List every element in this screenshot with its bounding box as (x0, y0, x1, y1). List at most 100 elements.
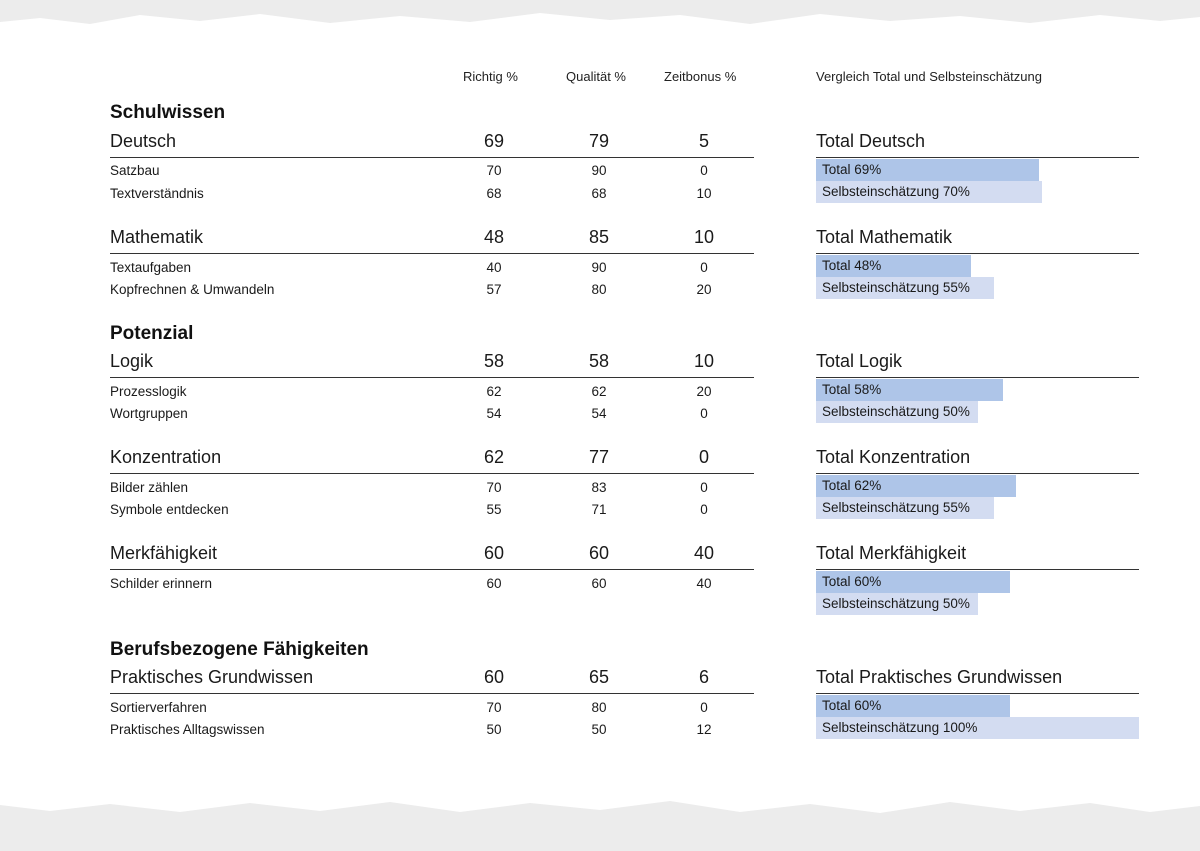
sub-row-textverstaendnis: Textverständnis 68 68 10 (0, 183, 1200, 205)
total-bar-logik: Total 58% (816, 379, 1003, 401)
group-name: Deutsch (110, 131, 177, 151)
sub-row-symbole-entdecken: Symbole entdecken 55 71 0 (0, 499, 1200, 521)
richtig-value: 55 (486, 502, 502, 517)
zeitbonus-value: 10 (696, 186, 712, 201)
section-title-berufsbezogene-faehigkeiten: Berufsbezogene Fähigkeiten (110, 639, 369, 660)
compare-title: Total Mathematik (816, 227, 953, 247)
zeitbonus-value: 0 (700, 163, 708, 178)
richtig-value: 57 (486, 282, 502, 297)
divider (816, 253, 1139, 254)
sub-name: Prozesslogik (110, 384, 187, 399)
sub-row-kopfrechnen: Kopfrechnen & Umwandeln 57 80 20 (0, 279, 1200, 301)
richtig-value: 70 (486, 700, 502, 715)
sub-row-bilder-zaehlen: Bilder zählen 70 83 0 (0, 477, 1200, 499)
sub-name: Bilder zählen (110, 480, 189, 495)
self-bar-mathematik: Selbsteinschätzung 55% (816, 277, 994, 299)
header-richtig: Richtig % (463, 69, 518, 84)
total-bar-merkfaehigkeit: Total 60% (816, 571, 1010, 593)
sub-name: Symbole entdecken (110, 502, 229, 517)
sub-name: Textverständnis (110, 186, 204, 201)
sub-row-schilder-erinnern: Schilder erinnern 60 60 40 (0, 573, 1200, 595)
sub-row-prozesslogik: Prozesslogik 62 62 20 (0, 381, 1200, 403)
qualitaet-value: 80 (591, 282, 607, 297)
richtig-value: 68 (486, 186, 502, 201)
sub-name: Satzbau (110, 163, 160, 178)
compare-title: Total Konzentration (816, 447, 971, 467)
self-bar-merkfaehigkeit: Selbsteinschätzung 50% (816, 593, 978, 615)
zeitbonus-value: 0 (700, 406, 708, 421)
group-row-konzentration: Konzentration 62 77 0 Total Konzentratio… (0, 444, 1200, 474)
qualitaet-value: 68 (591, 186, 607, 201)
divider (110, 377, 754, 378)
sub-row-satzbau: Satzbau 70 90 0 (0, 160, 1200, 182)
total-bar-praktisches-grundwissen: Total 60% (816, 695, 1010, 717)
compare-title: Total Deutsch (816, 131, 926, 151)
zeitbonus-value: 0 (700, 700, 708, 715)
zeitbonus-value: 20 (696, 384, 712, 399)
zeitbonus-value: 10 (693, 351, 715, 371)
divider (110, 569, 754, 570)
richtig-value: 48 (483, 227, 505, 247)
section-title-potenzial: Potenzial (110, 323, 194, 344)
qualitaet-value: 60 (591, 576, 607, 591)
richtig-value: 70 (486, 163, 502, 178)
richtig-value: 40 (486, 260, 502, 275)
qualitaet-value: 65 (588, 667, 610, 687)
sub-name: Schilder erinnern (110, 576, 213, 591)
sub-name: Kopfrechnen & Umwandeln (110, 282, 275, 297)
richtig-value: 50 (486, 722, 502, 737)
zeitbonus-value: 40 (693, 543, 715, 563)
zeitbonus-value: 0 (698, 447, 709, 467)
zeitbonus-value: 0 (700, 480, 708, 495)
zeitbonus-value: 0 (700, 260, 708, 275)
self-bar-konzentration: Selbsteinschätzung 55% (816, 497, 994, 519)
header-zeitbonus: Zeitbonus % (664, 69, 737, 84)
richtig-value: 60 (483, 543, 505, 563)
compare-title: Total Logik (816, 351, 903, 371)
header-vergleich: Vergleich Total und Selbsteinschätzung (816, 69, 1042, 84)
divider (110, 157, 754, 158)
group-row-praktisches-grundwissen: Praktisches Grundwissen 60 65 6 Total Pr… (0, 664, 1200, 694)
divider (110, 253, 754, 254)
qualitaet-value: 54 (591, 406, 607, 421)
sub-name: Textaufgaben (110, 260, 192, 275)
qualitaet-value: 71 (591, 502, 607, 517)
zeitbonus-value: 10 (693, 227, 715, 247)
richtig-value: 60 (486, 576, 502, 591)
group-row-merkfaehigkeit: Merkfähigkeit 60 60 40 Total Merkfähigke… (0, 540, 1200, 570)
qualitaet-value: 60 (588, 543, 610, 563)
sub-name: Wortgruppen (110, 406, 188, 421)
sub-name: Praktisches Alltagswissen (110, 722, 265, 737)
richtig-value: 62 (483, 447, 505, 467)
qualitaet-value: 80 (591, 700, 607, 715)
qualitaet-value: 90 (591, 260, 607, 275)
richtig-value: 58 (483, 351, 505, 371)
divider (816, 473, 1139, 474)
qualitaet-value: 62 (591, 384, 607, 399)
total-bar-mathematik: Total 48% (816, 255, 971, 277)
sub-row-sortierverfahren: Sortierverfahren 70 80 0 (0, 697, 1200, 719)
zeitbonus-value: 20 (696, 282, 712, 297)
zeitbonus-value: 40 (696, 576, 712, 591)
divider (816, 377, 1139, 378)
qualitaet-value: 58 (588, 351, 610, 371)
group-name: Konzentration (110, 447, 222, 467)
zeitbonus-value: 0 (700, 502, 708, 517)
group-row-logik: Logik 58 58 10 Total Logik (0, 348, 1200, 378)
self-bar-deutsch: Selbsteinschätzung 70% (816, 181, 1042, 203)
qualitaet-value: 77 (588, 447, 610, 467)
divider (816, 569, 1139, 570)
qualitaet-value: 83 (591, 480, 607, 495)
richtig-value: 60 (483, 667, 505, 687)
sub-row-praktisches-alltagswissen: Praktisches Alltagswissen 50 50 12 (0, 719, 1200, 741)
section-title-schulwissen: Schulwissen (110, 102, 226, 123)
sub-row-textaufgaben: Textaufgaben 40 90 0 (0, 257, 1200, 279)
qualitaet-value: 90 (591, 163, 607, 178)
header-qualitaet: Qualität % (566, 69, 626, 84)
richtig-value: 69 (483, 131, 505, 151)
total-bar-deutsch: Total 69% (816, 159, 1039, 181)
group-name: Merkfähigkeit (110, 543, 218, 563)
zeitbonus-value: 5 (698, 131, 709, 151)
self-bar-logik: Selbsteinschätzung 50% (816, 401, 978, 423)
richtig-value: 70 (486, 480, 502, 495)
